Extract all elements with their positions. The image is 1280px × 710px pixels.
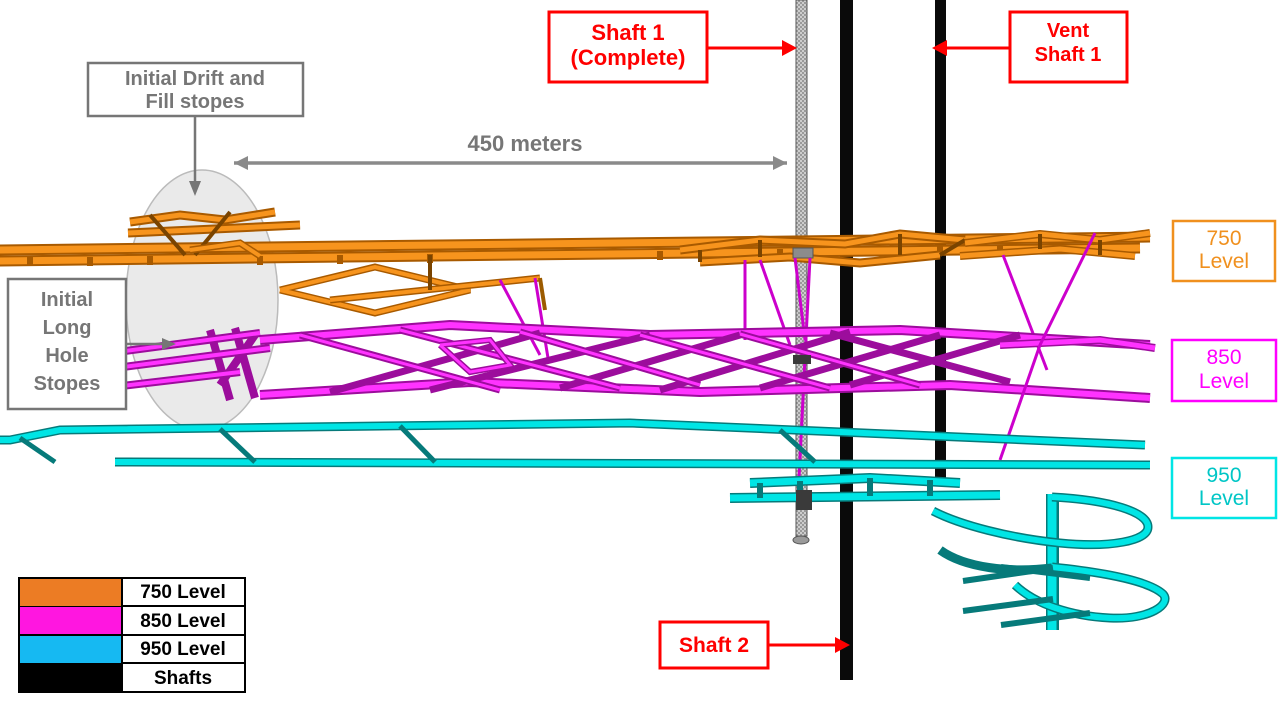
svg-text:Level: Level bbox=[1199, 487, 1249, 510]
svg-text:Stopes: Stopes bbox=[34, 373, 101, 395]
svg-text:Shafts: Shafts bbox=[154, 668, 212, 689]
svg-text:Vent: Vent bbox=[1047, 20, 1090, 42]
svg-text:750 Level: 750 Level bbox=[140, 582, 226, 603]
svg-text:Level: Level bbox=[1199, 370, 1249, 393]
svg-text:Long: Long bbox=[43, 317, 92, 339]
svg-text:Initial: Initial bbox=[41, 289, 93, 311]
svg-text:Initial Drift and: Initial Drift and bbox=[125, 68, 265, 90]
svg-text:Level: Level bbox=[1199, 250, 1249, 273]
svg-text:850: 850 bbox=[1206, 346, 1241, 369]
svg-text:Hole: Hole bbox=[45, 345, 88, 367]
svg-text:850 Level: 850 Level bbox=[140, 611, 226, 632]
svg-text:Shaft 1: Shaft 1 bbox=[1035, 44, 1102, 66]
svg-text:Shaft 1: Shaft 1 bbox=[591, 20, 664, 45]
svg-text:Shaft 2: Shaft 2 bbox=[679, 634, 749, 657]
svg-text:450 meters: 450 meters bbox=[468, 131, 583, 156]
svg-text:950: 950 bbox=[1206, 464, 1241, 487]
svg-text:(Complete): (Complete) bbox=[571, 45, 686, 70]
svg-text:750: 750 bbox=[1206, 227, 1241, 250]
svg-text:Fill stopes: Fill stopes bbox=[146, 91, 245, 113]
svg-text:950 Level: 950 Level bbox=[140, 639, 226, 660]
